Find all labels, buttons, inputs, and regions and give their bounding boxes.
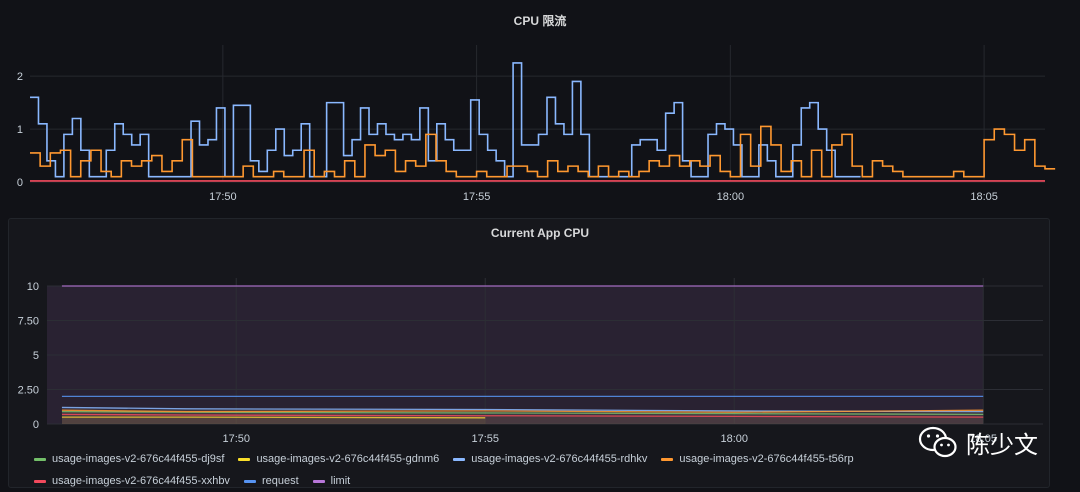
chart-title-current-app-cpu: Current App CPU <box>490 226 590 240</box>
chart-title-cpu-throttle: CPU 限流 <box>513 14 567 28</box>
series-line <box>30 125 1056 178</box>
x-tick-label: 18:00 <box>720 433 748 445</box>
y-tick-label: 10 <box>27 281 39 293</box>
legend-item-rdhkv[interactable]: usage-images-v2-676c44f455-rdhkv <box>453 453 647 465</box>
legend-item-dj9sf[interactable]: usage-images-v2-676c44f455-dj9sf <box>34 453 224 465</box>
x-tick-label: 18:05 <box>969 433 997 445</box>
legend-row: usage-images-v2-676c44f455-dj9sf usage-i… <box>34 448 934 470</box>
legend-swatch <box>238 457 251 461</box>
series-line <box>61 413 984 418</box>
x-tick-label: 18:05 <box>970 191 998 203</box>
legend-item-limit[interactable]: limit <box>312 475 351 487</box>
y-tick-label: 2 <box>17 71 23 83</box>
legend-item-t56rp[interactable]: usage-images-v2-676c44f455-t56rp <box>661 453 854 465</box>
x-tick-label: 17:55 <box>471 433 499 445</box>
legend-row: usage-images-v2-676c44f455-xxhbv request… <box>34 470 934 492</box>
legend-swatch <box>34 479 46 483</box>
legend-swatch <box>34 457 46 461</box>
series-line <box>61 410 984 415</box>
legend-label: limit <box>330 475 351 487</box>
legend-item-gdnm6[interactable]: usage-images-v2-676c44f455-gdnm6 <box>238 453 439 465</box>
current-app-cpu-panel <box>8 218 1050 488</box>
series-line <box>30 62 861 178</box>
legend-swatch <box>661 457 674 461</box>
legend-swatch <box>312 479 325 483</box>
y-tick-label: 0 <box>33 419 39 431</box>
y-tick-label: 1 <box>17 124 23 136</box>
x-tick-label: 18:00 <box>717 191 745 203</box>
watermark-text: 陈少文 <box>966 430 1038 459</box>
x-tick-label: 17:50 <box>222 433 250 445</box>
legend-label: request <box>261 475 299 487</box>
legend-item-xxhbv[interactable]: usage-images-v2-676c44f455-xxhbv <box>34 475 230 487</box>
series-line <box>61 409 984 413</box>
y-tick-label: 2.50 <box>18 385 39 397</box>
legend-item-request[interactable]: request <box>243 475 299 487</box>
y-tick-label: 0 <box>17 177 23 189</box>
legend-swatch <box>243 479 256 483</box>
legend-label: usage-images-v2-676c44f455-xxhbv <box>52 475 230 487</box>
series-area <box>61 417 486 424</box>
x-tick-label: 17:55 <box>463 191 491 203</box>
series-area <box>61 410 984 424</box>
legend-label: usage-images-v2-676c44f455-dj9sf <box>52 453 225 465</box>
chart-legend: usage-images-v2-676c44f455-dj9sf usage-i… <box>34 448 934 492</box>
legend-label: usage-images-v2-676c44f455-rdhkv <box>471 453 648 465</box>
legend-swatch <box>453 457 466 461</box>
wechat-icon <box>918 426 957 458</box>
y-tick-label: 5 <box>33 350 39 362</box>
wechat-watermark: 陈少文 <box>918 422 1038 462</box>
legend-label: usage-images-v2-676c44f455-t56rp <box>679 453 854 465</box>
x-tick-label: 17:50 <box>209 191 237 203</box>
series-line <box>61 416 486 419</box>
y-tick-label: 7.50 <box>18 316 39 328</box>
legend-label: usage-images-v2-676c44f455-gdnm6 <box>256 453 440 465</box>
